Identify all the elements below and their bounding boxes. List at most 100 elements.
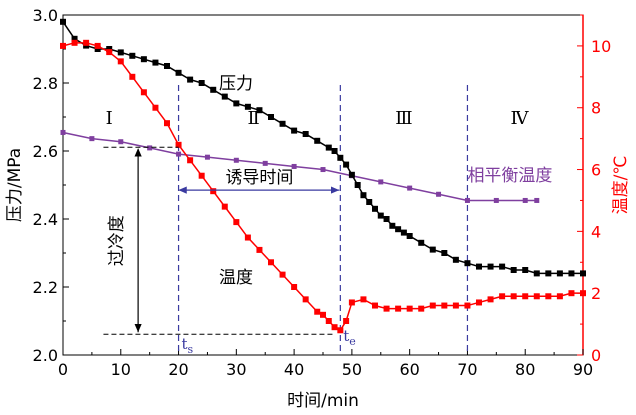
data-point: [354, 182, 361, 188]
data-point: [441, 302, 448, 309]
data-point: [383, 305, 390, 312]
x-tick-label: 30: [226, 360, 246, 379]
data-point: [510, 267, 517, 273]
data-point: [117, 49, 124, 56]
data-point: [464, 260, 471, 267]
induction-time-label: 诱导时间: [225, 168, 293, 188]
data-point: [268, 114, 274, 120]
data-point: [187, 157, 194, 164]
data-point: [452, 302, 459, 309]
data-point: [377, 212, 384, 219]
data-point: [71, 39, 78, 46]
data-point: [129, 52, 136, 59]
data-point: [198, 172, 205, 179]
data-point: [429, 246, 436, 253]
data-point: [60, 42, 66, 49]
x-tick-label: 0: [58, 360, 68, 379]
data-point: [337, 154, 344, 161]
data-point: [395, 226, 402, 233]
data-point: [233, 219, 240, 226]
data-point: [556, 270, 563, 277]
right-axis-label: 温度/℃: [611, 156, 631, 215]
data-point: [94, 42, 101, 49]
data-point: [221, 203, 228, 210]
data-point: [400, 229, 407, 236]
data-point: [522, 267, 529, 273]
data-point: [568, 290, 575, 297]
data-point: [406, 305, 413, 312]
data-point: [106, 46, 113, 52]
data-point: [268, 259, 274, 266]
subcooling-label: 过冷度: [107, 215, 127, 266]
left-tick-label: 2.2: [33, 278, 58, 297]
data-point: [210, 86, 217, 93]
equilibrium-series-label: 相平衡温度: [467, 166, 552, 186]
ts-main: t: [181, 335, 187, 353]
data-point: [291, 284, 298, 290]
data-point: [164, 63, 170, 69]
left-tick-label: 2.8: [33, 74, 58, 93]
data-point: [221, 93, 228, 100]
data-point: [314, 308, 321, 315]
series-temperature: [60, 39, 586, 334]
data-point: [244, 103, 251, 110]
right-tick-label: 10: [591, 37, 611, 56]
x-axis-ticks: 0 10 20 30 40 50 60 70 80 90: [58, 349, 593, 379]
data-point: [279, 120, 286, 127]
left-tick-label: 2.4: [33, 210, 58, 229]
data-point: [244, 234, 251, 241]
right-tick-label: 2: [591, 284, 601, 303]
data-point: [487, 296, 494, 303]
data-point: [164, 120, 170, 127]
data-point: [534, 197, 540, 203]
data-point: [360, 296, 367, 303]
data-point: [383, 216, 390, 222]
data-point: [533, 293, 540, 300]
data-point: [487, 263, 494, 270]
data-point: [429, 302, 436, 309]
data-point: [302, 296, 309, 303]
x-tick-label: 70: [457, 360, 477, 379]
left-axis-label: 压力/MPa: [5, 148, 25, 222]
pressure-series-label: 压力: [219, 74, 253, 94]
data-point: [60, 18, 66, 25]
left-axis-ticks: 2.0 2.2 2.4 2.6 2.8 3.0: [33, 6, 69, 365]
data-point: [522, 197, 528, 203]
data-point: [464, 197, 470, 203]
data-point: [175, 69, 182, 76]
data-point: [89, 136, 95, 142]
data-point: [233, 157, 239, 163]
ts-subscript: s: [187, 343, 193, 356]
data-point: [568, 270, 575, 277]
data-point: [140, 89, 147, 96]
data-point: [325, 144, 332, 151]
data-point: [117, 58, 124, 65]
data-point: [337, 327, 344, 334]
data-point: [556, 293, 563, 300]
stage-label: Ⅰ: [106, 108, 113, 129]
x-tick-label: 60: [399, 360, 419, 379]
data-point: [441, 250, 448, 256]
x-tick-label: 10: [111, 360, 131, 379]
data-point: [499, 293, 506, 300]
annotations: 过冷度 诱导时间 压力 温度 相平衡温度 ts te: [103, 74, 552, 356]
right-tick-label: 0: [591, 346, 601, 365]
right-axis-ticks: 0 2 4 6 8 10: [577, 14, 611, 365]
data-point: [476, 299, 482, 306]
data-point: [418, 239, 425, 246]
data-point: [493, 197, 499, 203]
series-line: [62, 42, 583, 332]
data-point: [395, 305, 402, 312]
data-point: [291, 127, 298, 134]
te-main: t: [343, 327, 349, 345]
data-point: [320, 167, 326, 173]
stage-labels: Ⅰ Ⅱ Ⅲ Ⅳ: [106, 108, 530, 129]
x-tick-label: 80: [515, 360, 535, 379]
data-point: [204, 154, 210, 160]
stage-separators: [177, 85, 469, 355]
data-point: [348, 171, 355, 178]
data-point: [320, 311, 326, 318]
x-tick-label: 20: [168, 360, 188, 379]
data-point: [366, 199, 373, 205]
